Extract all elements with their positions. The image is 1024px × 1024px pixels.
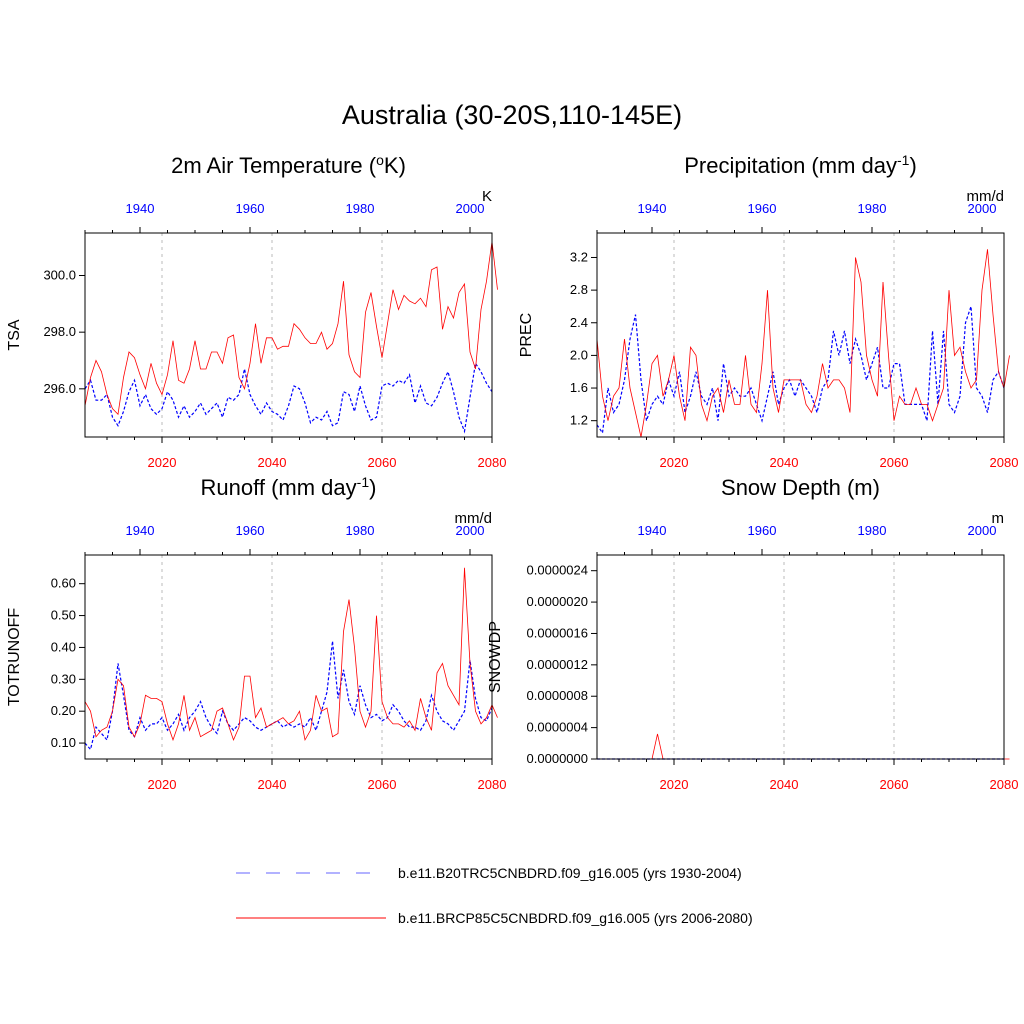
x-tick-label-bottom: 2060	[368, 455, 397, 470]
units-label: mm/d	[967, 188, 1005, 205]
y-tick-label: 0.0000016	[527, 625, 588, 640]
panel-title: 2m Air Temperature (oK)	[171, 152, 406, 178]
panel-title: Runoff (mm day-1)	[201, 474, 377, 500]
x-tick-label-bottom: 2060	[880, 455, 909, 470]
y-axis-label: SNOWDP	[487, 621, 504, 693]
series-historical-line	[596, 306, 1005, 435]
x-tick-label-top: 1980	[858, 523, 887, 538]
x-tick-label-bottom: 2040	[258, 777, 287, 792]
x-tick-label-top: 1940	[638, 523, 667, 538]
series-future-line	[597, 733, 1010, 760]
y-tick-label: 296.0	[43, 381, 76, 396]
units-label: m	[992, 510, 1005, 527]
units-label: mm/d	[455, 510, 493, 527]
y-tick-label: 2.0	[570, 347, 588, 362]
x-tick-label-bottom: 2020	[660, 455, 689, 470]
x-tick-label-bottom: 2080	[990, 455, 1019, 470]
x-tick-label-bottom: 2060	[880, 777, 909, 792]
x-tick-label-top: 1960	[748, 201, 777, 216]
panel-4: Snow Depth (m) m 0.0000000 0.0000004 0.00000…	[487, 475, 1018, 792]
x-tick-label-bottom: 2080	[478, 455, 507, 470]
y-axis-label: PREC	[518, 313, 535, 357]
units-label: K	[482, 188, 492, 205]
y-tick-label: 1.6	[570, 380, 588, 395]
y-tick-label: 0.0000012	[527, 657, 588, 672]
panel-3: Runoff (mm day-1) mm/d 0.10 0.20 0.30 0.40 0.5…	[6, 474, 506, 792]
x-tick-label-bottom: 2020	[148, 455, 177, 470]
series-future-line	[84, 241, 498, 416]
x-tick-label-bottom: 2080	[478, 777, 507, 792]
plot-frame	[84, 554, 493, 760]
x-tick-label-top: 1960	[748, 523, 777, 538]
legend-label: b.e11.BRCP85C5CNBDRD.f09_g16.005 (yrs 20…	[398, 910, 753, 926]
y-tick-label: 298.0	[43, 324, 76, 339]
y-tick-label: 0.20	[51, 703, 76, 718]
y-tick-label: 0.0000004	[527, 720, 588, 735]
y-axis-label: TOTRUNOFF	[6, 608, 23, 707]
x-tick-label-top: 2000	[456, 523, 485, 538]
main-title: Australia (30-20S,110-145E)	[341, 100, 683, 130]
x-tick-label-top: 1940	[126, 201, 155, 216]
plot-frame	[596, 554, 1005, 760]
x-tick-label-top: 1940	[638, 201, 667, 216]
y-tick-label: 1.2	[570, 413, 588, 428]
y-tick-label: 0.30	[51, 671, 76, 686]
x-tick-label-bottom: 2040	[770, 455, 799, 470]
y-tick-label: 2.4	[570, 315, 588, 330]
plot-frame	[84, 232, 493, 438]
y-tick-label: 0.0000020	[527, 594, 588, 609]
x-tick-label-top: 1980	[346, 523, 375, 538]
y-tick-label: 0.50	[51, 608, 76, 623]
x-tick-label-top: 1940	[126, 523, 155, 538]
panel-title: Snow Depth (m)	[721, 475, 880, 500]
legend: b.e11.B20TRC5CNBDRD.f09_g16.005 (yrs 193…	[236, 865, 753, 926]
x-tick-label-bottom: 2040	[770, 777, 799, 792]
series-future-line	[84, 567, 498, 742]
plot-frame	[596, 232, 1005, 438]
y-tick-label: 0.60	[51, 576, 76, 591]
y-tick-label: 0.0000024	[527, 563, 588, 578]
x-tick-label-top: 2000	[456, 201, 485, 216]
panel-1: 2m Air Temperature (oK) K 296.0 298.0 300.0 2…	[6, 152, 506, 470]
x-tick-label-top: 2000	[968, 523, 997, 538]
y-tick-label: 0.40	[51, 639, 76, 654]
x-tick-label-bottom: 2020	[660, 777, 689, 792]
y-axis-label: TSA	[6, 319, 23, 350]
y-tick-label: 0.0000000	[527, 751, 588, 766]
x-tick-label-top: 1980	[858, 201, 887, 216]
x-tick-label-bottom: 2020	[148, 777, 177, 792]
y-tick-label: 0.0000008	[527, 688, 588, 703]
series-future-line	[596, 249, 1010, 438]
y-tick-label: 0.10	[51, 735, 76, 750]
x-tick-label-top: 2000	[968, 201, 997, 216]
y-tick-label: 3.2	[570, 249, 588, 264]
y-tick-label: 2.8	[570, 282, 588, 297]
x-tick-label-bottom: 2080	[990, 777, 1019, 792]
x-tick-label-bottom: 2060	[368, 777, 397, 792]
legend-label: b.e11.B20TRC5CNBDRD.f09_g16.005 (yrs 193…	[398, 865, 742, 881]
series-historical-line	[84, 641, 493, 751]
panel-title: Precipitation (mm day-1)	[684, 152, 917, 178]
x-tick-label-top: 1960	[236, 523, 265, 538]
x-tick-label-bottom: 2040	[258, 455, 287, 470]
x-tick-label-top: 1980	[346, 201, 375, 216]
y-tick-label: 300.0	[43, 268, 76, 283]
series-historical-line	[84, 361, 493, 434]
x-tick-label-top: 1960	[236, 201, 265, 216]
panel-2: Precipitation (mm day-1) mm/d 1.2 1.6 2.0 2.4…	[518, 152, 1018, 470]
